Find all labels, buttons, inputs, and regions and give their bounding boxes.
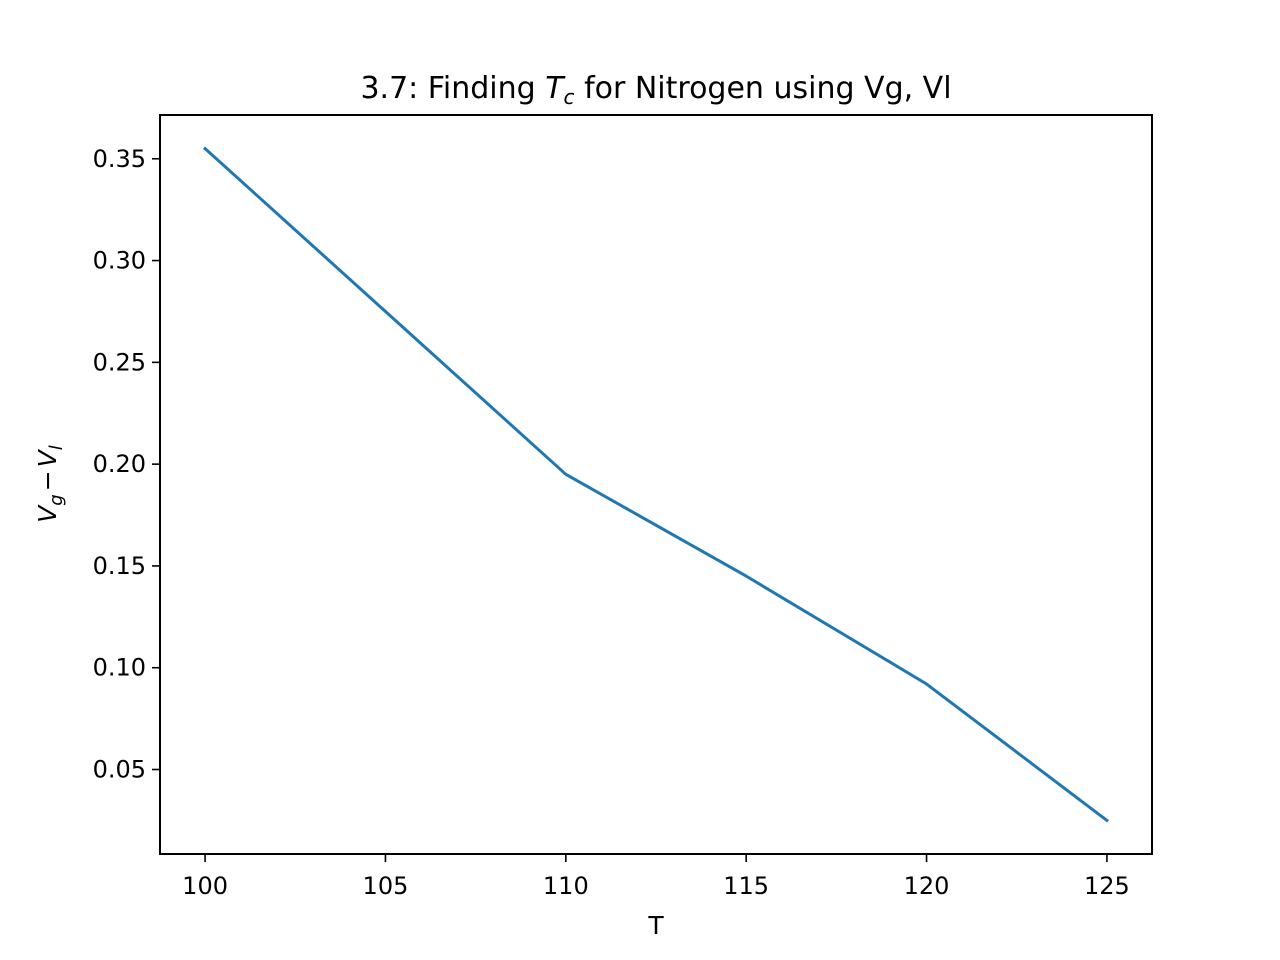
y-tick-label: 0.10	[93, 654, 146, 682]
y-label-sub-b: l	[46, 445, 67, 450]
y-tick-label: 0.15	[93, 552, 146, 580]
y-label-minus: −	[33, 470, 62, 491]
series-line	[202, 146, 1110, 823]
title-variable: T	[545, 71, 566, 106]
x-tick-label: 105	[363, 872, 409, 900]
y-axis-label: Vg − Vl	[33, 445, 67, 523]
x-tick-label: 100	[182, 872, 228, 900]
y-axis: 0.05 0.10 0.15 0.20 0.25 0.30 0.35	[93, 145, 160, 784]
x-axis-label: T	[647, 911, 664, 940]
y-tick-label: 0.25	[93, 348, 146, 376]
title-prefix: 3.7: Finding	[360, 71, 545, 106]
plot-area	[159, 114, 1153, 855]
chart-title: 3.7: Finding Tc for Nitrogen using Vg, V…	[360, 71, 951, 109]
axes-frame	[159, 114, 1153, 855]
x-tick-label: 120	[904, 872, 950, 900]
y-tick-label: 0.35	[93, 145, 146, 173]
title-subscript: c	[564, 85, 575, 109]
y-tick-label: 0.05	[93, 756, 146, 784]
x-tick-label: 115	[723, 872, 769, 900]
y-label-var-b: V	[33, 448, 62, 467]
x-tick-label: 110	[543, 872, 589, 900]
x-tick-label: 125	[1084, 872, 1130, 900]
series-layer	[202, 146, 1110, 823]
y-tick-label: 0.30	[93, 247, 146, 275]
x-axis: 100 105 110 115 120 125	[182, 854, 1130, 900]
y-label-sub-a: g	[46, 494, 67, 505]
title-suffix: for Nitrogen using Vg, Vl	[575, 71, 952, 106]
y-tick-label: 0.20	[93, 450, 146, 478]
y-label-var-a: V	[33, 504, 62, 523]
